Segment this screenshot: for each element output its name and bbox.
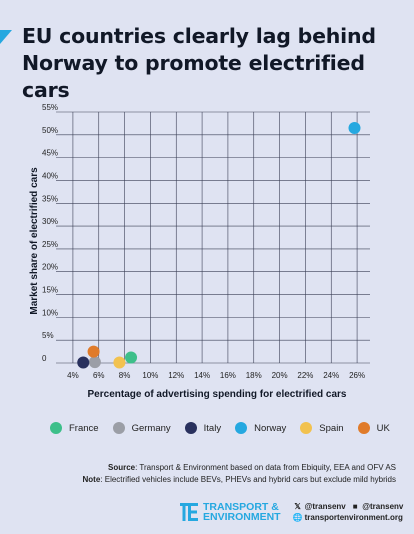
y-tick-label: 0 (42, 354, 47, 363)
x-tick-label: 8% (119, 371, 131, 380)
legend-label: Norway (254, 422, 287, 434)
y-tick-label: 30% (42, 217, 58, 226)
scatter-chart: 0 5% 10% 15% 20% 25% 30% 35% 40% 45% 50% 55% 4% 6% 8% 1… (29, 103, 370, 400)
x-tick-label: 14% (194, 371, 210, 380)
legend-item-germany: Germany (112, 422, 171, 434)
facebook-icon: ■ (352, 502, 358, 511)
website-link[interactable]: transportenvironment.org (304, 513, 403, 522)
chart-ticks: 0 5% 10% 15% 20% 25% 30% 35% 40% 45% 50% 55% 4% 6% 8% 1… (42, 103, 365, 380)
data-point-spain (113, 356, 126, 369)
footer-branding: TRANSPORT & ENVIRONMENT 𝕏 @transenv ■ @tra… (180, 500, 403, 524)
legend-swatch (357, 422, 370, 434)
te-logo-wordmark: TRANSPORT & ENVIRONMENT (203, 501, 281, 523)
legend-item-uk: UK (357, 422, 390, 434)
te-logo-icon (180, 502, 198, 522)
chart-grid (56, 111, 370, 364)
data-point-france (125, 351, 138, 364)
x-tick-label: 12% (168, 371, 184, 380)
y-tick-label: 40% (42, 171, 58, 180)
x-tick-label: 26% (349, 371, 365, 380)
legend-label: Spain (319, 422, 344, 434)
twitter-icon: 𝕏 (294, 502, 301, 511)
x-tick-label: 22% (297, 371, 313, 380)
legend-item-spain: Spain (300, 422, 344, 434)
source-note: Source: Transport & Environment based on… (107, 463, 396, 472)
y-tick-label: 35% (42, 194, 58, 203)
x-tick-label: 24% (323, 371, 339, 380)
chart-legend: France Germany Italy Norway Spain UK (50, 422, 404, 434)
legend-item-norway: Norway (235, 422, 286, 434)
legend-label: France (69, 422, 99, 434)
legend-swatch (112, 422, 125, 434)
y-tick-label: 5% (42, 331, 54, 340)
facebook-handle[interactable]: @transenv (362, 502, 404, 511)
y-tick-label: 25% (42, 240, 58, 249)
legend-swatch (300, 422, 313, 434)
legend-swatch (235, 422, 248, 434)
x-tick-label: 10% (142, 371, 158, 380)
legend-item-france: France (50, 422, 99, 434)
y-tick-label: 50% (42, 126, 58, 135)
definition-note: Note: Electrified vehicles include BEVs,… (82, 475, 396, 484)
y-tick-label: 15% (42, 286, 58, 295)
y-tick-label: 10% (42, 308, 58, 317)
x-tick-label: 4% (67, 371, 79, 380)
data-point-germany (88, 356, 101, 369)
x-tick-label: 18% (246, 371, 262, 380)
y-tick-label: 20% (42, 263, 58, 272)
legend-label: Germany (131, 422, 171, 434)
y-tick-label: 45% (42, 149, 58, 158)
data-point-uk (87, 345, 100, 358)
title-accent-mark (0, 30, 12, 44)
y-tick-label: 55% (42, 103, 58, 112)
data-point-italy (77, 356, 90, 369)
chart-title: EU countries clearly lag behind Norway t… (22, 24, 376, 102)
legend-swatch (50, 422, 62, 434)
legend-label: UK (376, 422, 390, 434)
globe-icon: 🌐 (292, 513, 303, 522)
legend-swatch (184, 422, 197, 434)
data-point-norway (348, 121, 361, 134)
legend-label: Italy (203, 422, 222, 434)
chart-notes: Source: Transport & Environment based on… (83, 462, 396, 486)
x-tick-label: 20% (272, 371, 288, 380)
chart-points (77, 121, 361, 369)
y-axis-title: Market share of electrified cars (29, 167, 40, 315)
x-tick-label: 6% (93, 371, 105, 380)
x-axis-title: Percentage of advertising spending for e… (88, 389, 347, 400)
twitter-handle[interactable]: @transenv (304, 502, 346, 511)
social-links: 𝕏 @transenv ■ @transenv 🌐 transportenvironm… (293, 501, 404, 523)
x-tick-label: 16% (220, 371, 236, 380)
legend-item-italy: Italy (184, 422, 222, 434)
